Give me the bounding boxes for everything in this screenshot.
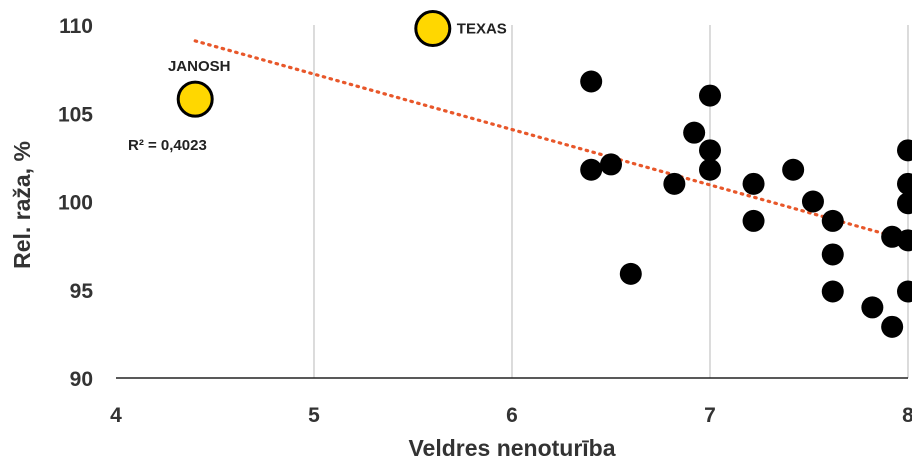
x-tick-label: 6	[506, 404, 518, 427]
data-point	[881, 315, 904, 338]
data-point	[897, 280, 912, 303]
data-point	[801, 190, 824, 213]
data-point	[897, 139, 912, 162]
x-tick-label: 4	[110, 404, 122, 427]
data-point	[897, 172, 912, 195]
y-tick-label: 90	[70, 368, 93, 391]
data-point	[600, 153, 622, 176]
data-point	[742, 172, 765, 195]
data-point	[699, 158, 721, 181]
data-point	[782, 158, 805, 181]
y-tick-label: 95	[70, 280, 94, 303]
y-tick-label: 100	[58, 192, 93, 215]
data-point	[619, 262, 642, 285]
data-point	[580, 70, 603, 93]
data-point	[861, 296, 884, 319]
data-point	[897, 192, 912, 215]
y-tick-label: 105	[58, 103, 93, 126]
highlighted-point	[414, 10, 452, 48]
point-label: TEXAS	[457, 21, 507, 38]
x-axis-title: Veldres nenoturība	[408, 435, 615, 461]
data-point	[821, 280, 844, 303]
data-point	[699, 139, 721, 162]
data-point	[742, 209, 765, 232]
y-axis-title: Rel. raža, %	[9, 141, 35, 269]
trendline	[193, 39, 910, 242]
y-tick-label: 110	[59, 15, 93, 38]
data-point	[821, 209, 844, 232]
x-tick-label: 7	[704, 404, 716, 427]
x-tick-label: 5	[308, 404, 320, 427]
data-point	[699, 84, 721, 107]
data-point	[663, 172, 686, 195]
r-squared-label: R² = 0,4023	[128, 137, 207, 154]
data-point	[683, 121, 706, 144]
data-point	[821, 243, 844, 266]
point-label: JANOSH	[168, 58, 231, 75]
data-point	[897, 229, 912, 252]
highlighted-point	[176, 80, 214, 118]
data-point	[580, 158, 603, 181]
x-tick-label: 8	[902, 404, 912, 427]
